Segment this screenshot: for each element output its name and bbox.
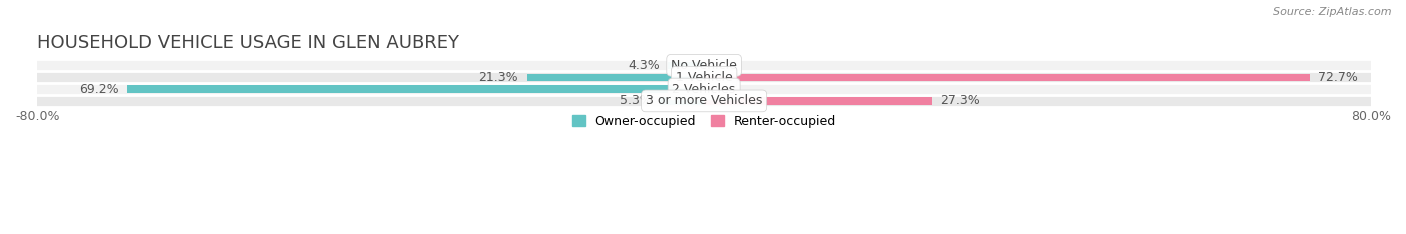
Text: 27.3%: 27.3% <box>941 94 980 107</box>
Bar <box>37 95 1371 107</box>
Bar <box>128 85 704 93</box>
Bar <box>704 97 932 105</box>
Text: 3 or more Vehicles: 3 or more Vehicles <box>645 94 762 107</box>
Bar <box>527 73 704 81</box>
Bar <box>704 73 1310 81</box>
Bar <box>668 62 704 69</box>
Text: No Vehicle: No Vehicle <box>671 59 737 72</box>
Text: 2 Vehicles: 2 Vehicles <box>672 83 735 95</box>
Legend: Owner-occupied, Renter-occupied: Owner-occupied, Renter-occupied <box>572 115 837 128</box>
Text: 1 Vehicle: 1 Vehicle <box>676 71 733 84</box>
Text: 69.2%: 69.2% <box>79 83 120 95</box>
Bar <box>659 97 704 105</box>
Text: 4.3%: 4.3% <box>628 59 659 72</box>
Bar <box>37 71 1371 83</box>
Text: Source: ZipAtlas.com: Source: ZipAtlas.com <box>1274 7 1392 17</box>
Text: HOUSEHOLD VEHICLE USAGE IN GLEN AUBREY: HOUSEHOLD VEHICLE USAGE IN GLEN AUBREY <box>37 34 460 52</box>
Bar <box>37 83 1371 95</box>
Text: 21.3%: 21.3% <box>478 71 519 84</box>
Text: 5.3%: 5.3% <box>620 94 651 107</box>
Bar <box>37 59 1371 71</box>
Text: 72.7%: 72.7% <box>1319 71 1358 84</box>
